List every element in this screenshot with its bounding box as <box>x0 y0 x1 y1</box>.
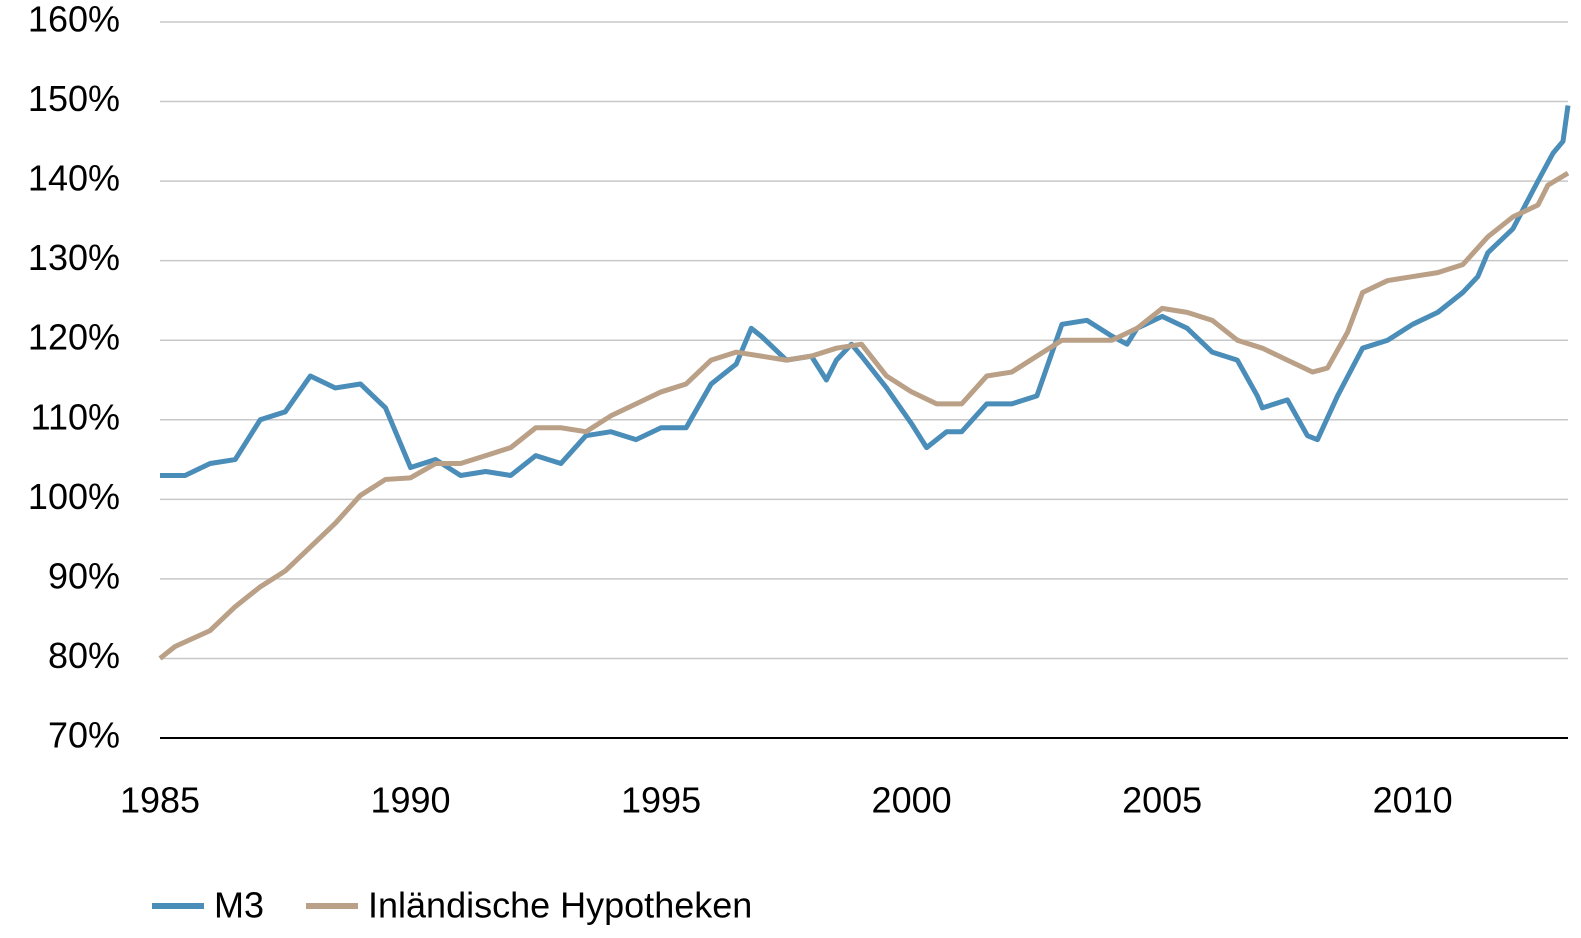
y-tick-label: 70% <box>48 715 120 756</box>
y-tick-label: 80% <box>48 635 120 676</box>
x-tick-label: 1995 <box>621 780 701 821</box>
y-tick-label: 100% <box>28 476 120 517</box>
y-tick-label: 90% <box>48 555 120 596</box>
x-tick-label: 2005 <box>1122 780 1202 821</box>
legend-label: M3 <box>214 885 264 926</box>
x-tick-label: 1990 <box>370 780 450 821</box>
y-tick-label: 140% <box>28 158 120 199</box>
x-tick-label: 1985 <box>120 780 200 821</box>
line-series <box>160 105 1571 478</box>
x-tick-label: 2000 <box>872 780 952 821</box>
line-series <box>158 171 1570 661</box>
y-tick-label: 160% <box>28 0 120 40</box>
y-tick-label: 130% <box>28 237 120 278</box>
x-tick-label: 2010 <box>1373 780 1453 821</box>
y-tick-label: 120% <box>28 317 120 358</box>
legend-label: Inländische Hypotheken <box>368 885 752 926</box>
y-tick-label: 110% <box>31 396 120 437</box>
y-tick-label: 150% <box>28 78 120 119</box>
